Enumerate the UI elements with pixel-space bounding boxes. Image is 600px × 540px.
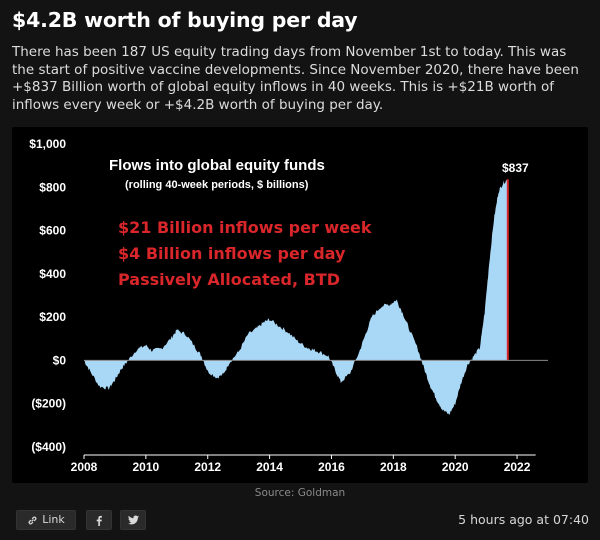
chart-container: $1,000 $800 $600 $400 $200 $0 ($200) ($400) 200… (12, 127, 588, 483)
x-tick-label: 2022 (504, 460, 531, 474)
y-tick-label: $400 (39, 267, 66, 281)
x-tick-label: 2018 (380, 460, 407, 474)
link-icon (28, 516, 37, 524)
annotation-daily: $4 Billion inflows per day (118, 244, 346, 263)
annotation-weekly: $21 Billion inflows per week (118, 218, 372, 237)
x-tick-label: 2008 (71, 460, 98, 474)
chart-subtitle: (rolling 40-week periods, $ billions) (125, 179, 309, 191)
y-tick-label: ($200) (31, 397, 66, 411)
post-title: $4.2B worth of buying per day (12, 8, 358, 32)
x-tick-label: 2010 (133, 460, 160, 474)
chart-svg: $1,000 $800 $600 $400 $200 $0 ($200) ($400) 200… (29, 137, 548, 474)
y-tick-label: ($400) (31, 440, 66, 454)
x-tick-label: 2014 (256, 460, 283, 474)
post-timestamp: 5 hours ago at 07:40 (458, 512, 589, 527)
source-caption: Source: Goldman (254, 487, 346, 499)
y-axis: $1,000 $800 $600 $400 $200 $0 ($200) ($400) (29, 137, 66, 454)
facebook-icon (96, 515, 102, 526)
x-tick-label: 2016 (318, 460, 345, 474)
end-value-label: $837 (502, 161, 529, 175)
twitter-icon (127, 515, 139, 525)
annotation-passive: Passively Allocated, BTD (118, 270, 340, 289)
post-body: There has been 187 US equity trading day… (12, 44, 579, 113)
x-tick-label: 2012 (194, 460, 221, 474)
y-tick-label: $1,000 (29, 137, 66, 151)
flows-area (84, 179, 508, 415)
chart-title: Flows into global equity funds (109, 157, 325, 174)
latest-value-bar (506, 179, 509, 361)
y-tick-label: $600 (39, 224, 66, 238)
x-tick-label: 2020 (442, 460, 469, 474)
y-tick-label: $800 (39, 180, 66, 194)
link-button[interactable]: Link (16, 510, 76, 530)
x-axis: 2008 2010 2012 2014 2016 2018 2020 2022 (71, 454, 536, 474)
y-tick-label: $200 (39, 310, 66, 324)
twitter-share-button[interactable] (120, 510, 146, 530)
link-button-label: Link (42, 513, 65, 526)
y-tick-label: $0 (53, 353, 67, 367)
facebook-share-button[interactable] (86, 510, 112, 530)
